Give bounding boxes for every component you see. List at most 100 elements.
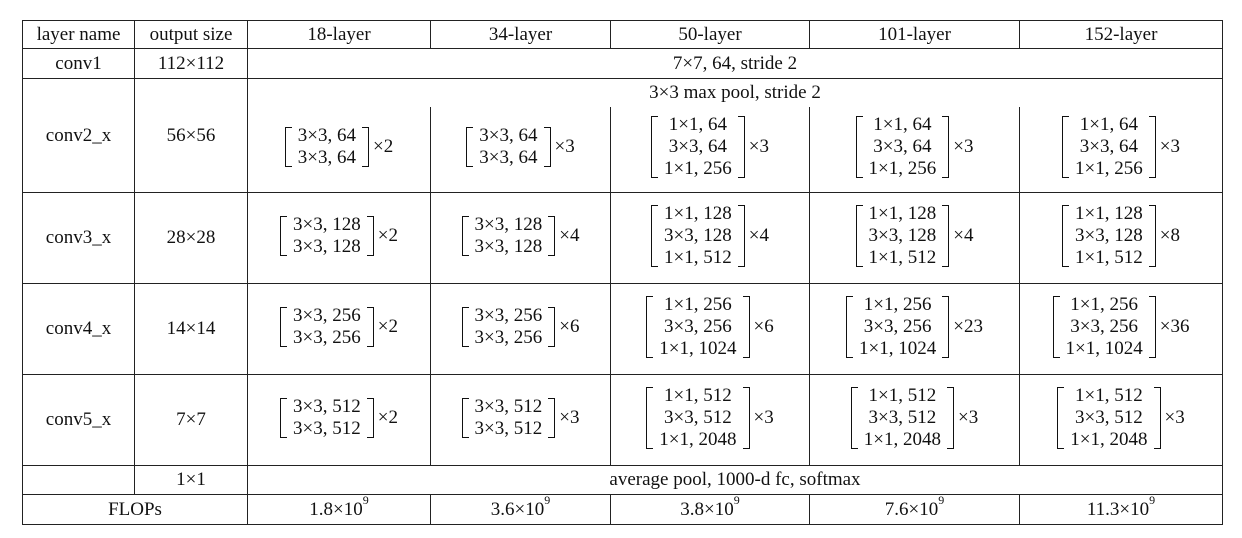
left-bracket <box>461 398 469 438</box>
block-multiplier: ×23 <box>953 316 983 337</box>
left-bracket <box>855 205 863 267</box>
header-layer-name: layer name <box>22 20 135 49</box>
header-50-layer: 50-layer <box>610 20 810 49</box>
block-layer-line: 3×3, 256 <box>293 327 361 348</box>
conv4-row: conv4_x 14×14 3×3, 256 3×3, 256 ×2 3×3, 256 3×… <box>22 283 1223 375</box>
block-cell: 1×1, 512 3×3, 512 1×1, 2048 ×3 <box>1019 374 1223 466</box>
left-bracket <box>1062 205 1070 267</box>
block-layer-line: 1×1, 256 <box>664 294 732 315</box>
residual-block: 1×1, 256 3×3, 256 1×1, 1024 ×36 <box>1052 294 1189 360</box>
block-layers: 1×1, 256 3×3, 256 1×1, 1024 <box>1066 294 1143 360</box>
block-multiplier: ×3 <box>748 136 769 158</box>
block-layer-line: 3×3, 256 <box>474 305 543 326</box>
block-layer-line: 3×3, 128 <box>293 214 361 235</box>
block-layer-line: 1×1, 64 <box>873 114 932 136</box>
flops-value: 7.6×109 <box>809 493 1020 525</box>
final-row: 1×1 average pool, 1000-d fc, softmax <box>22 465 1223 495</box>
block-layer-line: 3×3, 128 <box>1075 225 1143 246</box>
block-cell: 1×1, 512 3×3, 512 1×1, 2048 ×3 <box>809 374 1020 466</box>
block-layers: 3×3, 256 3×3, 256 <box>475 305 543 349</box>
block-layer-line: 3×3, 128 <box>293 236 361 257</box>
final-name-empty <box>22 465 135 495</box>
block-layer-line: 3×3, 256 <box>293 305 361 326</box>
left-bracket <box>280 307 288 347</box>
block-multiplier: ×4 <box>748 225 769 246</box>
right-bracket <box>1148 116 1156 179</box>
flops-exponent: 9 <box>938 493 945 508</box>
residual-block: 3×3, 64 3×3, 64 ×2 <box>284 125 394 169</box>
block-layer-line: 1×1, 128 <box>664 203 732 224</box>
header-18-layer: 18-layer <box>247 20 431 49</box>
right-bracket <box>942 116 950 179</box>
flops-label: FLOPs <box>22 494 248 525</box>
conv5-row: conv5_x 7×7 3×3, 512 3×3, 512 ×2 3×3, 512 3×3,… <box>22 374 1223 466</box>
stage-name: conv3_x <box>22 192 135 284</box>
final-spec: average pool, 1000-d fc, softmax <box>247 465 1223 495</box>
residual-block: 1×1, 256 3×3, 256 1×1, 1024 ×23 <box>846 294 983 360</box>
block-layer-line: 1×1, 256 <box>1075 158 1143 180</box>
block-layer-line: 3×3, 512 <box>474 418 543 439</box>
block-layers: 3×3, 256 3×3, 256 <box>293 305 361 349</box>
block-multiplier: ×3 <box>1159 136 1180 158</box>
block-layer-line: 1×1, 1024 <box>659 338 737 359</box>
flops-value: 11.3×109 <box>1019 493 1223 525</box>
block-multiplier: ×4 <box>559 225 580 246</box>
block-cell: 1×1, 256 3×3, 256 1×1, 1024 ×6 <box>610 283 810 375</box>
block-layer-line: 3×3, 64 <box>297 125 356 147</box>
block-layer-line: 1×1, 256 <box>664 158 732 180</box>
left-bracket <box>1062 116 1070 179</box>
block-multiplier: ×2 <box>373 136 394 158</box>
stage-size: 28×28 <box>134 192 248 284</box>
residual-block: 1×1, 128 3×3, 128 1×1, 512 ×4 <box>855 203 974 269</box>
conv2-blocks-row: 3×3, 64 3×3, 64 ×2 3×3, 64 3×3, 64 ×3 1×1, 64 3… <box>23 106 1223 193</box>
stage-size: 56×56 <box>134 78 248 193</box>
block-cell: 1×1, 512 3×3, 512 1×1, 2048 ×3 <box>610 374 810 466</box>
block-multiplier: ×4 <box>953 225 974 246</box>
header-row: layer name output size 18-layer 34-layer… <box>22 20 1223 49</box>
residual-block: 1×1, 512 3×3, 512 1×1, 2048 ×3 <box>850 385 979 451</box>
block-layer-line: 3×3, 256 <box>863 316 932 337</box>
left-bracket <box>280 216 288 256</box>
block-layers: 3×3, 128 3×3, 128 <box>475 214 543 258</box>
block-layer-line: 3×3, 512 <box>1075 407 1143 428</box>
left-bracket <box>646 296 654 358</box>
block-layer-line: 3×3, 512 <box>868 407 937 428</box>
flops-value: 1.8×109 <box>247 493 431 525</box>
block-layer-line: 1×1, 2048 <box>863 429 941 450</box>
flops-row: FLOPs 1.8×109 3.6×109 3.8×109 7.6×109 11.3×1… <box>22 493 1223 525</box>
block-layers: 3×3, 128 3×3, 128 <box>293 214 361 258</box>
block-layer-line: 1×1, 256 <box>863 294 932 315</box>
block-multiplier: ×6 <box>559 316 580 337</box>
block-layers: 1×1, 64 3×3, 64 1×1, 256 <box>664 114 732 180</box>
block-cell: 3×3, 128 3×3, 128 ×4 <box>430 192 611 284</box>
conv3-row: conv3_x 28×28 3×3, 128 3×3, 128 ×2 3×3, 128 3×… <box>22 192 1223 284</box>
block-multiplier: ×3 <box>559 407 580 428</box>
block-cell: 1×1, 128 3×3, 128 1×1, 512 ×4 <box>610 192 810 284</box>
right-bracket <box>366 307 374 347</box>
flops-exponent: 9 <box>544 493 551 508</box>
block-layers: 3×3, 64 3×3, 64 <box>298 125 356 169</box>
residual-block: 3×3, 512 3×3, 512 ×2 <box>280 396 398 440</box>
block-layer-line: 1×1, 2048 <box>1070 429 1148 450</box>
block-layer-line: 3×3, 512 <box>293 418 361 439</box>
block-cell: 1×1, 64 3×3, 64 1×1, 256 ×3 <box>1019 106 1223 193</box>
block-layers: 1×1, 64 3×3, 64 1×1, 256 <box>1075 114 1143 180</box>
residual-block: 3×3, 256 3×3, 256 ×2 <box>280 305 398 349</box>
block-layers: 1×1, 512 3×3, 512 1×1, 2048 <box>659 385 736 451</box>
block-multiplier: ×3 <box>958 407 979 428</box>
flops-value: 3.8×109 <box>610 494 810 525</box>
block-layer-line: 1×1, 1024 <box>859 338 937 359</box>
block-layer-line: 1×1, 512 <box>868 247 937 268</box>
block-layer-line: 3×3, 64 <box>479 147 538 169</box>
block-layer-line: 1×1, 512 <box>664 385 732 406</box>
left-bracket <box>646 387 654 449</box>
residual-block: 1×1, 128 3×3, 128 1×1, 512 ×4 <box>651 203 769 269</box>
block-multiplier: ×3 <box>753 407 774 428</box>
flops-exponent: 9 <box>362 493 369 508</box>
block-layer-line: 3×3, 128 <box>474 214 543 235</box>
block-multiplier: ×3 <box>1164 407 1185 428</box>
residual-block: 1×1, 256 3×3, 256 1×1, 1024 ×6 <box>646 294 774 360</box>
flops-exponent: 9 <box>1149 493 1156 508</box>
architecture-table-wrapper: layer name output size 18-layer 34-layer… <box>22 20 1223 525</box>
block-layers: 1×1, 256 3×3, 256 1×1, 1024 <box>659 294 736 360</box>
